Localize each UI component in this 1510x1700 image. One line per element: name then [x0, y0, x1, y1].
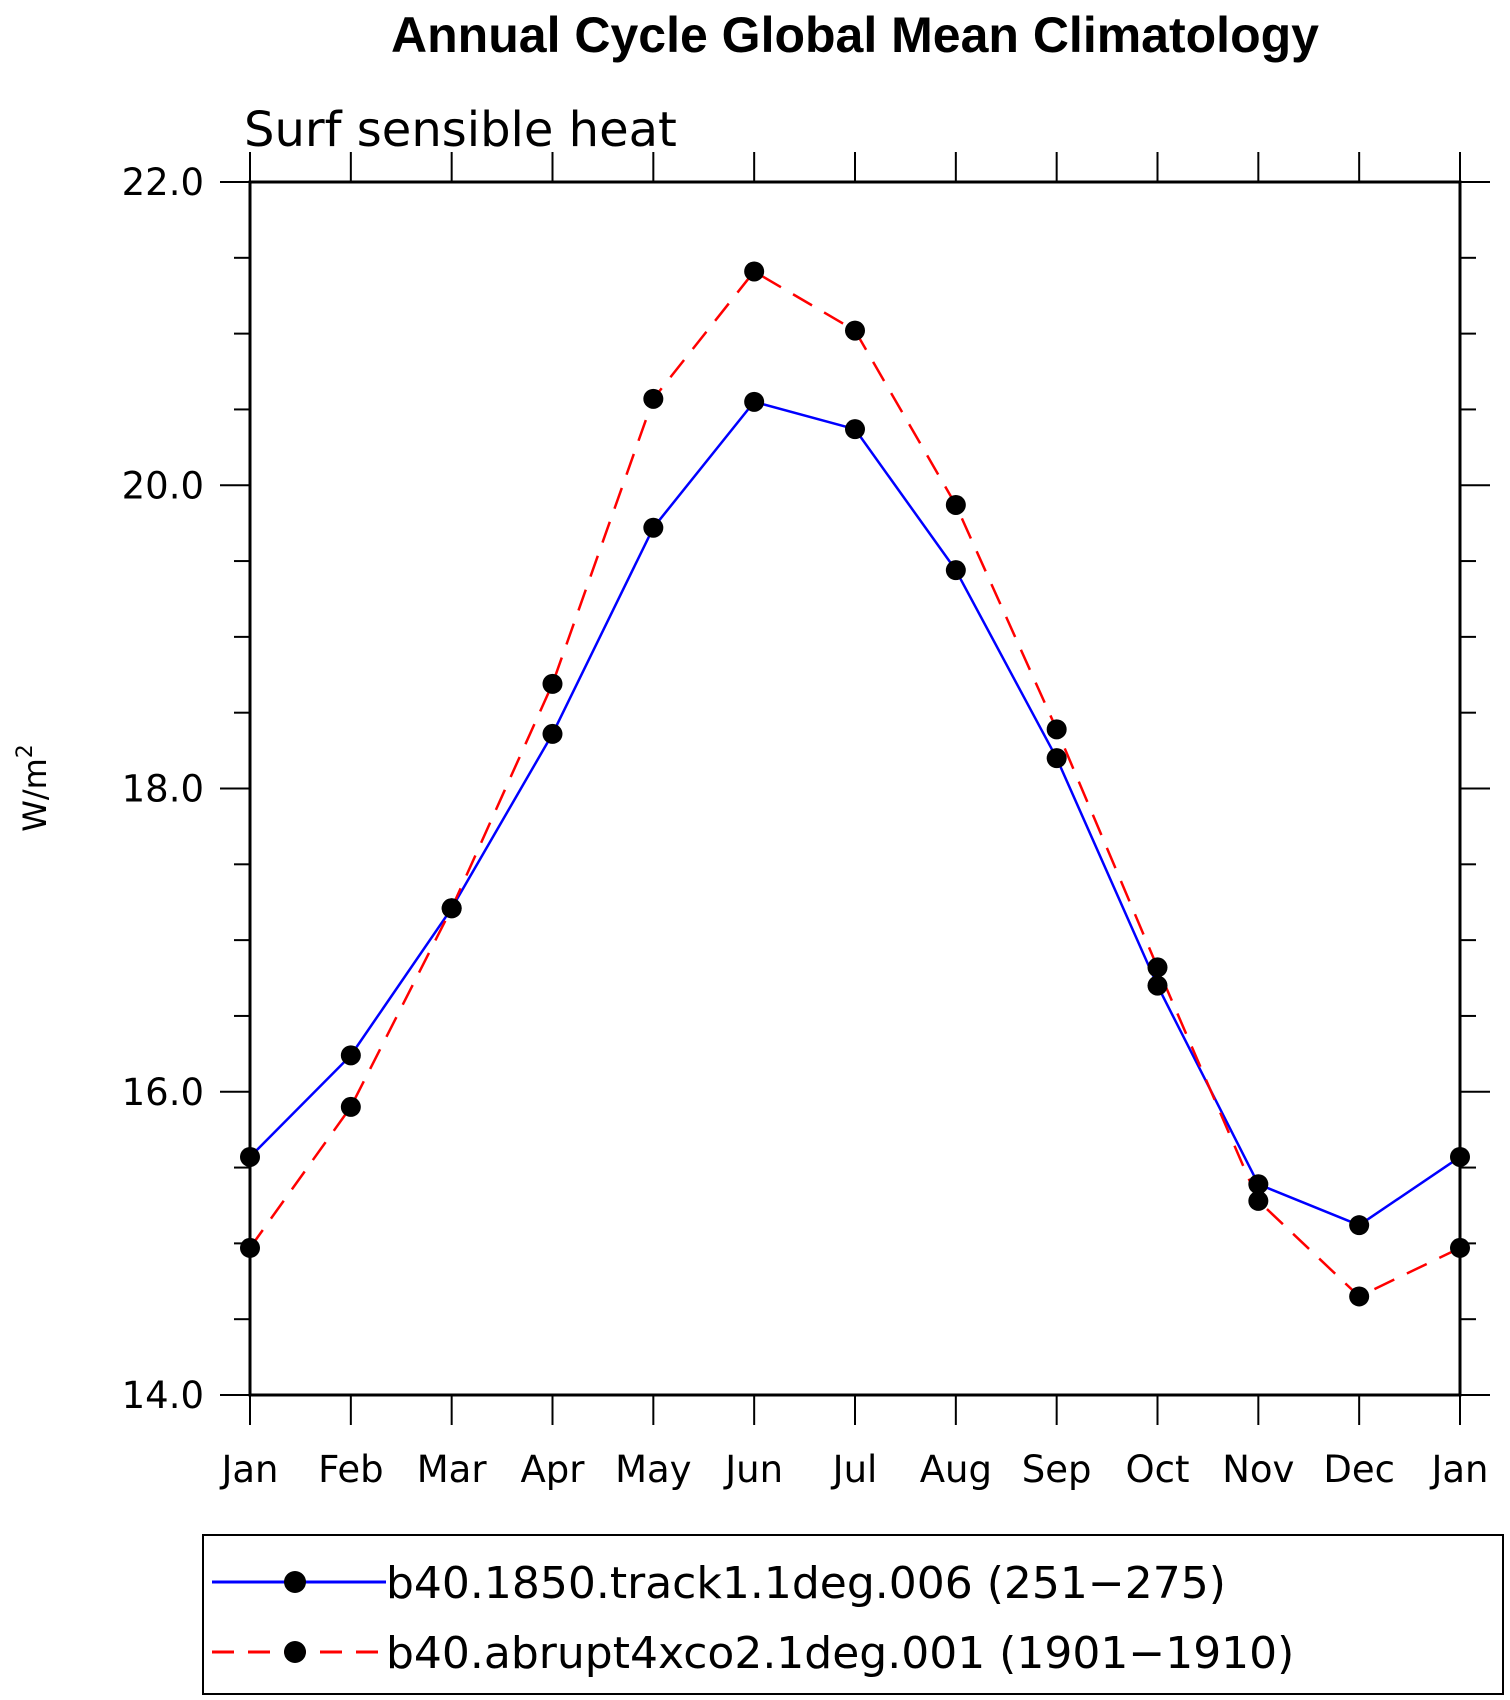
series-1-point	[945, 494, 966, 515]
series-1-point	[240, 1237, 260, 1258]
chart-subtitle: Surf sensible heat	[244, 102, 677, 158]
x-tick-label: Feb	[318, 1448, 384, 1491]
legend: b40.1850.track1.1deg.006 (251−275) b40.a…	[202, 1534, 1504, 1695]
legend-box	[202, 1534, 1504, 1695]
legend-swatch-marker-1	[284, 1641, 306, 1663]
series-0-point	[340, 1045, 361, 1066]
x-tick-label: Oct	[1126, 1448, 1190, 1491]
series-0-point	[1046, 748, 1067, 769]
series-0-point	[744, 391, 765, 412]
series-1-point	[643, 388, 664, 409]
x-tick-label: Sep	[1022, 1448, 1092, 1491]
y-tick-label: 18.0	[122, 768, 204, 811]
x-tick-label: Jul	[831, 1448, 878, 1491]
series-0-point	[945, 560, 966, 581]
series-0-point	[1349, 1215, 1370, 1236]
y-tick-label: 16.0	[122, 1071, 204, 1114]
series-0-point	[1450, 1146, 1470, 1167]
y-tick-label: 22.0	[122, 161, 204, 204]
series-0-point	[643, 517, 664, 538]
series-layer	[240, 261, 1470, 1307]
y-axis-label: W/m2	[13, 744, 54, 832]
series-1-point	[1046, 719, 1067, 740]
series-0-point	[1147, 975, 1168, 996]
y-tick-label: 14.0	[122, 1374, 204, 1417]
series-0-point	[542, 723, 563, 744]
x-tick-label: Apr	[520, 1448, 585, 1491]
legend-label-1: b40.abrupt4xco2.1deg.001 (1901−1910)	[386, 1628, 1294, 1679]
legend-swatch-marker-0	[284, 1571, 306, 1593]
legend-label-0: b40.1850.track1.1deg.006 (251−275)	[386, 1558, 1226, 1609]
x-tick-label: Nov	[1222, 1448, 1294, 1491]
x-tick-label: Jan	[219, 1448, 278, 1491]
chart-title: Annual Cycle Global Mean Climatology	[391, 7, 1319, 63]
series-1-point	[744, 261, 765, 282]
series-1-point	[1450, 1237, 1470, 1258]
x-tick-label: May	[615, 1448, 692, 1491]
series-1-point	[542, 673, 563, 694]
x-tick-label: Jan	[1429, 1448, 1488, 1491]
series-1-point	[1147, 957, 1168, 978]
series-0-point	[1248, 1174, 1269, 1195]
series-1-point	[1248, 1190, 1269, 1211]
x-tick-label: Aug	[920, 1448, 992, 1491]
x-tick-label: Jun	[723, 1448, 783, 1491]
series-1-point	[1349, 1286, 1370, 1307]
series-line-0	[249, 400, 1461, 1227]
y-axis: 14.0 16.0 18.0 20.0 22.0	[122, 161, 1490, 1417]
plot-frame	[248, 180, 1462, 1397]
series-0-point	[845, 419, 865, 440]
series-1-point	[441, 898, 462, 919]
x-axis: Jan Feb Mar Apr May Jun Jul Aug Sep Oct Nov Dec Jan	[219, 152, 1489, 1491]
series-1-point	[845, 320, 865, 341]
series-1-point	[340, 1096, 361, 1117]
series-0-point	[240, 1146, 260, 1167]
y-tick-label: 20.0	[122, 464, 204, 507]
y-axis-label-superscript: 2	[13, 744, 38, 758]
x-tick-label: Mar	[417, 1448, 488, 1491]
x-tick-label: Dec	[1323, 1448, 1395, 1491]
